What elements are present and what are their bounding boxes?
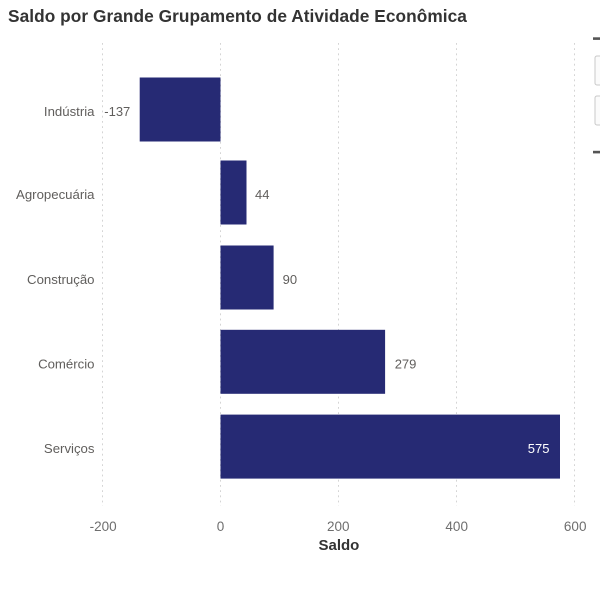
- svg-text:200: 200: [327, 519, 350, 534]
- svg-text:90: 90: [283, 272, 297, 287]
- svg-text:44: 44: [255, 187, 269, 202]
- svg-text:Agropecuária: Agropecuária: [16, 187, 95, 202]
- svg-text:-137: -137: [104, 104, 130, 119]
- svg-text:600: 600: [564, 519, 587, 534]
- svg-text:Construção: Construção: [27, 272, 94, 287]
- svg-text:Saldo por Grande Grupamento de: Saldo por Grande Grupamento de Atividade…: [8, 6, 467, 26]
- svg-text:0: 0: [217, 519, 225, 534]
- svg-text:Indústria: Indústria: [44, 104, 95, 119]
- svg-text:Comércio: Comércio: [38, 356, 94, 371]
- svg-text:279: 279: [395, 356, 417, 371]
- svg-text:575: 575: [528, 441, 550, 456]
- svg-text:Serviços: Serviços: [44, 441, 95, 456]
- svg-text:Saldo: Saldo: [318, 537, 359, 554]
- svg-text:400: 400: [445, 519, 468, 534]
- svg-text:-200: -200: [90, 519, 117, 534]
